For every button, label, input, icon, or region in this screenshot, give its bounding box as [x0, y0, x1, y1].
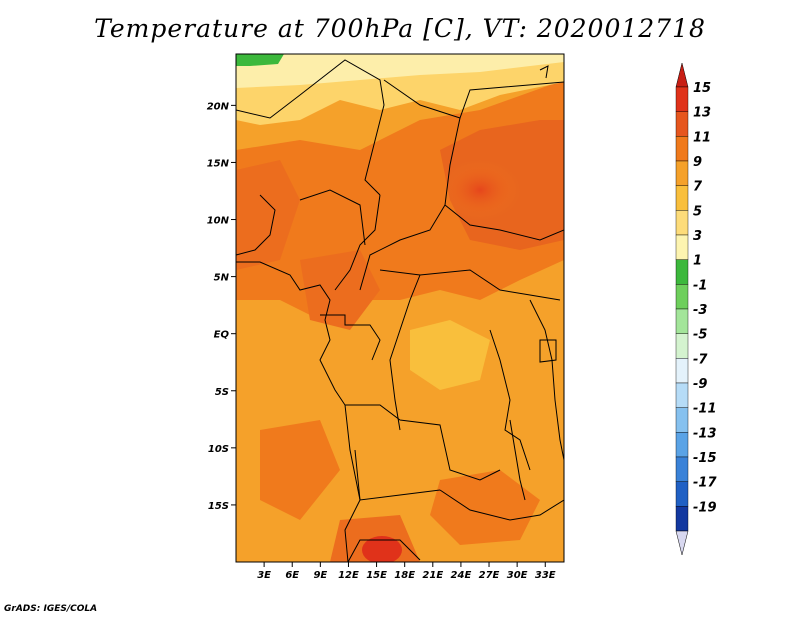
- colorbar-swatch: [675, 407, 689, 433]
- colorbar-bottom-arrow: [675, 530, 689, 556]
- lon-tick-label: 30E: [507, 570, 528, 581]
- colorbar-swatch: [675, 308, 689, 334]
- colorbar-label: -11: [693, 402, 717, 417]
- colorbar-label: -13: [693, 426, 717, 441]
- lat-tick-label: 10S: [208, 444, 229, 455]
- colorbar-swatch: [675, 506, 689, 532]
- colorbar-label: -7: [693, 352, 708, 367]
- colorbar-swatch: [675, 284, 689, 310]
- colorbar-label: 13: [693, 106, 711, 121]
- colorbar: 15 13 11 9 7 5 3 1 -1 -3 -5 -7 -9 -11 -13 -15 -17 -19: [675, 62, 717, 556]
- country-borders: [236, 59, 564, 562]
- map-frame: [235, 53, 565, 563]
- colorbar-label: -5: [693, 328, 707, 343]
- colorbar-swatch: [675, 136, 689, 162]
- colorbar-top-arrow: [675, 62, 689, 88]
- lon-axis: 3E 6E 9E 12E 15E 18E 21E 24E 27E 30E 33E: [257, 562, 556, 581]
- colorbar-label: -17: [693, 476, 717, 491]
- colorbar-label: 7: [693, 180, 703, 195]
- lon-tick-label: 24E: [451, 570, 472, 581]
- colorbar-swatch: [675, 160, 689, 186]
- lat-tick-label: 5N: [214, 273, 230, 284]
- colorbar-swatch: [675, 111, 689, 137]
- colorbar-label: -19: [693, 500, 717, 515]
- colorbar-swatch: [675, 456, 689, 482]
- colorbar-swatch: [675, 333, 689, 359]
- colorbar-swatch: [675, 481, 689, 507]
- colorbar-swatch: [675, 259, 689, 285]
- lat-tick-label: EQ: [214, 330, 230, 341]
- colorbar-label: 11: [693, 130, 711, 145]
- colorbar-label: 9: [693, 155, 702, 170]
- lat-axis: 20N 15N 10N 5N EQ 5S 10S 15S: [207, 101, 236, 512]
- grads-credit: GrADS: IGES/COLA: [4, 604, 98, 614]
- lon-tick-label: 33E: [535, 570, 556, 581]
- lon-tick-label: 27E: [479, 570, 500, 581]
- colorbar-swatch: [675, 432, 689, 458]
- lon-tick-label: 3E: [257, 570, 271, 581]
- colorbar-swatch: [675, 234, 689, 260]
- colorbar-label: 5: [693, 204, 702, 219]
- colorbar-swatch: [675, 185, 689, 211]
- lat-tick-label: 15S: [208, 501, 229, 512]
- lon-tick-label: 6E: [285, 570, 299, 581]
- colorbar-label: -15: [693, 451, 717, 466]
- temperature-shading: [236, 54, 564, 562]
- lat-tick-label: 15N: [207, 158, 230, 169]
- lon-tick-label: 18E: [394, 570, 415, 581]
- lat-tick-label: 5S: [215, 387, 229, 398]
- lat-tick-label: 20N: [207, 101, 230, 112]
- lat-tick-label: 10N: [207, 216, 230, 227]
- colorbar-swatch: [675, 382, 689, 408]
- colorbar-swatch: [675, 210, 689, 236]
- colorbar-label: -9: [693, 377, 707, 392]
- colorbar-swatch: [675, 86, 689, 112]
- lon-tick-label: 12E: [338, 570, 359, 581]
- colorbar-label: 3: [693, 229, 702, 244]
- colorbar-label: 15: [693, 81, 711, 96]
- map-title: Temperature at 700hPa [C], VT: 202001271…: [94, 14, 706, 43]
- colorbar-label: 1: [693, 254, 702, 269]
- lon-tick-label: 9E: [313, 570, 327, 581]
- lon-tick-label: 15E: [366, 570, 387, 581]
- colorbar-label: -3: [693, 303, 707, 318]
- colorbar-swatch: [675, 358, 689, 384]
- colorbar-label: -1: [693, 278, 707, 293]
- lon-tick-label: 21E: [422, 570, 443, 581]
